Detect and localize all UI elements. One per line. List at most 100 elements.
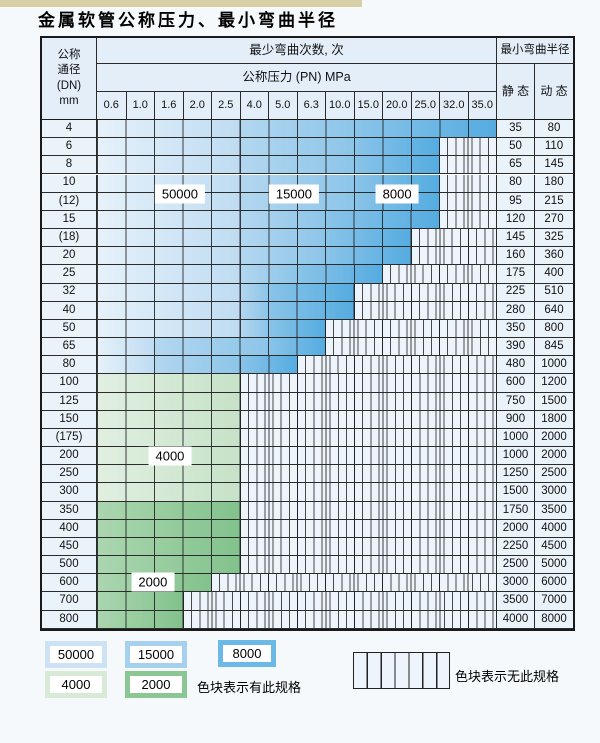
static-value-cell: 160: [496, 247, 534, 266]
dn-cell: (175): [42, 428, 97, 448]
spec-zone-cell-8000: [268, 338, 325, 357]
static-value-cell: 1000: [496, 428, 534, 448]
legend-swatch-2000: 2000: [125, 671, 187, 698]
dn-cell: 400: [42, 519, 97, 538]
spec-zone-cell-50000: [97, 356, 154, 375]
no-spec-hatch-cell: [439, 156, 496, 175]
no-spec-hatch-cell: [353, 301, 496, 320]
no-spec-hatch-cell: [239, 447, 496, 466]
dynamic-value-cell: 6000: [534, 574, 573, 593]
zone-cycle-label: 50000: [154, 184, 205, 204]
static-value-cell: 80: [496, 174, 534, 193]
no-spec-hatch-cell: [353, 283, 496, 302]
no-spec-hatch-cell: [325, 338, 496, 357]
no-spec-hatch-cell: [182, 610, 496, 629]
dn-cell: (18): [42, 229, 97, 248]
spec-zone-cell-15000: [239, 229, 325, 248]
dynamic-value-cell: 2000: [534, 447, 573, 466]
spec-zone-cell-50000: [97, 138, 240, 157]
dn-cell: 150: [42, 410, 97, 429]
pressure-col-header: 4.0: [239, 92, 268, 120]
legend-swatch-15000: 15000: [125, 641, 187, 668]
dynamic-value-cell: 180: [534, 174, 573, 193]
no-spec-hatch-cell: [239, 501, 496, 520]
pressure-col-header: 2.5: [211, 92, 240, 120]
legend-swatch-8000: 8000: [218, 640, 276, 667]
legend-note-no-spec: 色块表示无此规格: [455, 669, 560, 684]
dn-cell: 40: [42, 301, 97, 320]
dn-cell: 450: [42, 537, 97, 557]
dn-cell: 10: [42, 174, 97, 193]
spec-zone-cell-2000: [97, 519, 240, 538]
pressure-col-header: 20.0: [382, 92, 411, 120]
no-spec-hatch-cell: [239, 374, 496, 393]
pressure-col-header: 10.0: [325, 92, 354, 120]
dn-header-line: (DN): [56, 79, 82, 92]
static-value-cell: 1750: [496, 501, 534, 520]
dynamic-value-cell: 800: [534, 319, 573, 339]
no-spec-hatch-cell: [239, 465, 496, 484]
pressure-col-header: 2.0: [182, 92, 211, 120]
spec-zone-cell-50000: [97, 338, 154, 357]
dynamic-value-cell: 110: [534, 138, 573, 157]
pressure-title-cell: 公称压力 (PN) MPa: [97, 64, 496, 92]
pressure-cycles-table: 公称 通径 (DN) mm 最少弯曲次数, 次最小弯曲半径 公称压力 (PN) MPa 静 …: [40, 36, 575, 631]
static-value-cell: 2000: [496, 519, 534, 538]
dynamic-value-cell: 7000: [534, 592, 573, 611]
spec-zone-cell-8000: [268, 319, 325, 339]
spec-zone-cell-15000: [239, 156, 354, 175]
zone-cycle-label: 4000: [148, 446, 192, 466]
static-value-cell: 2500: [496, 556, 534, 575]
static-value-cell: 50: [496, 138, 534, 157]
spec-zone-cell-50000: [97, 247, 240, 266]
dynamic-value-cell: 80: [534, 120, 573, 139]
dn-cell: 25: [42, 265, 97, 284]
no-spec-hatch-cell: [239, 483, 496, 502]
spec-zone-cell-8000: [325, 210, 439, 229]
no-spec-hatch-cell: [439, 210, 496, 229]
cycles-title-cell: 最少弯曲次数, 次: [97, 38, 496, 64]
spec-zone-cell-8000: [325, 247, 411, 266]
no-spec-hatch-cell: [439, 174, 496, 193]
dynamic-value-cell: 215: [534, 192, 573, 211]
static-header-cell: 静 态: [496, 64, 534, 120]
no-spec-hatch-cell: [410, 229, 496, 248]
static-value-cell: 95: [496, 192, 534, 211]
no-spec-hatch-cell: [439, 138, 496, 157]
legend-hatch-box: [353, 652, 450, 689]
top-accent-strip: [0, 0, 362, 7]
pressure-col-header: 1.6: [154, 92, 183, 120]
spec-zone-cell-2000: [97, 556, 240, 575]
dn-cell: 500: [42, 556, 97, 575]
spec-zone-cell-15000: [239, 138, 354, 157]
dynamic-value-cell: 2000: [534, 428, 573, 448]
spec-zone-cell-15000: [239, 319, 268, 339]
pressure-col-header: 5.0: [268, 92, 297, 120]
spec-zone-cell-4000: [97, 410, 240, 429]
spec-zone-cell-2000: [97, 537, 240, 557]
static-value-cell: 280: [496, 301, 534, 320]
dynamic-header-cell: 动 态: [534, 64, 573, 120]
pressure-col-header: 32.0: [439, 92, 468, 120]
dynamic-value-cell: 400: [534, 265, 573, 284]
pressure-col-header: 1.0: [125, 92, 154, 120]
spec-zone-cell-4000: [97, 428, 240, 448]
static-value-cell: 120: [496, 210, 534, 229]
pressure-col-header: 6.3: [296, 92, 325, 120]
static-value-cell: 480: [496, 356, 534, 375]
pressure-col-header: 0.6: [97, 92, 126, 120]
dn-cell: 300: [42, 483, 97, 502]
dynamic-value-cell: 360: [534, 247, 573, 266]
spec-zone-cell-8000: [325, 229, 411, 248]
dn-header-cell: 公称 通径 (DN) mm: [42, 38, 97, 120]
dn-cell: 800: [42, 610, 97, 629]
dynamic-value-cell: 1500: [534, 392, 573, 411]
no-spec-hatch-cell: [296, 356, 496, 375]
spec-zone-cell-8000: [353, 138, 439, 157]
dn-cell: 20: [42, 247, 97, 266]
static-value-cell: 3000: [496, 574, 534, 593]
spec-zone-cell-50000: [97, 265, 240, 284]
spec-zone-cell-8000: [268, 301, 354, 320]
spec-zone-cell-15000: [239, 120, 354, 139]
page-title: 金属软管公称压力、最小弯曲半径: [38, 11, 338, 31]
